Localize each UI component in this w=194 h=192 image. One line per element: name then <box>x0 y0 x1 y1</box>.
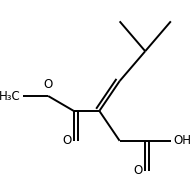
Text: O: O <box>134 164 143 177</box>
Text: O: O <box>43 78 53 91</box>
Text: H₃C: H₃C <box>0 89 20 103</box>
Text: O: O <box>62 134 72 147</box>
Text: OH: OH <box>173 134 191 147</box>
